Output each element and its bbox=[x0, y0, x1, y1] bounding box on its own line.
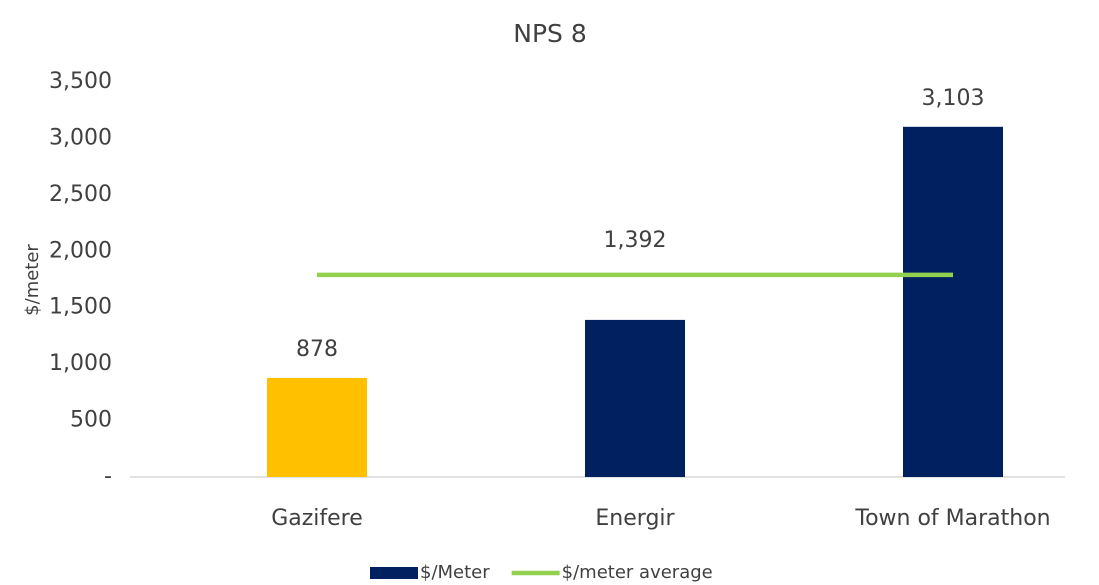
x-tick-label: Gazifere bbox=[271, 506, 363, 531]
legend-label: $/Meter bbox=[420, 562, 490, 583]
chart-title: NPS 8 bbox=[513, 19, 587, 48]
data-label: 3,103 bbox=[922, 86, 985, 111]
y-tick-label: 3,500 bbox=[49, 69, 112, 94]
y-tick-label: - bbox=[104, 464, 112, 489]
y-tick-label: 2,000 bbox=[49, 238, 112, 263]
y-tick-label: 1,500 bbox=[49, 295, 112, 320]
y-tick-label: 3,000 bbox=[49, 125, 112, 150]
legend-label: $/meter average bbox=[562, 562, 713, 583]
x-tick-label: Energir bbox=[595, 506, 675, 531]
bar bbox=[903, 126, 1003, 477]
y-tick-label: 500 bbox=[70, 408, 112, 433]
x-tick-label: Town of Marathon bbox=[854, 506, 1050, 531]
y-tick-label: 2,500 bbox=[49, 182, 112, 207]
y-tick-label: 1,000 bbox=[49, 351, 112, 376]
bar bbox=[267, 377, 367, 477]
bar bbox=[585, 319, 685, 477]
legend-swatch bbox=[370, 567, 418, 579]
data-label: 1,392 bbox=[604, 228, 667, 253]
data-label: 878 bbox=[296, 337, 338, 362]
y-axis-title: $/meter bbox=[22, 244, 43, 316]
